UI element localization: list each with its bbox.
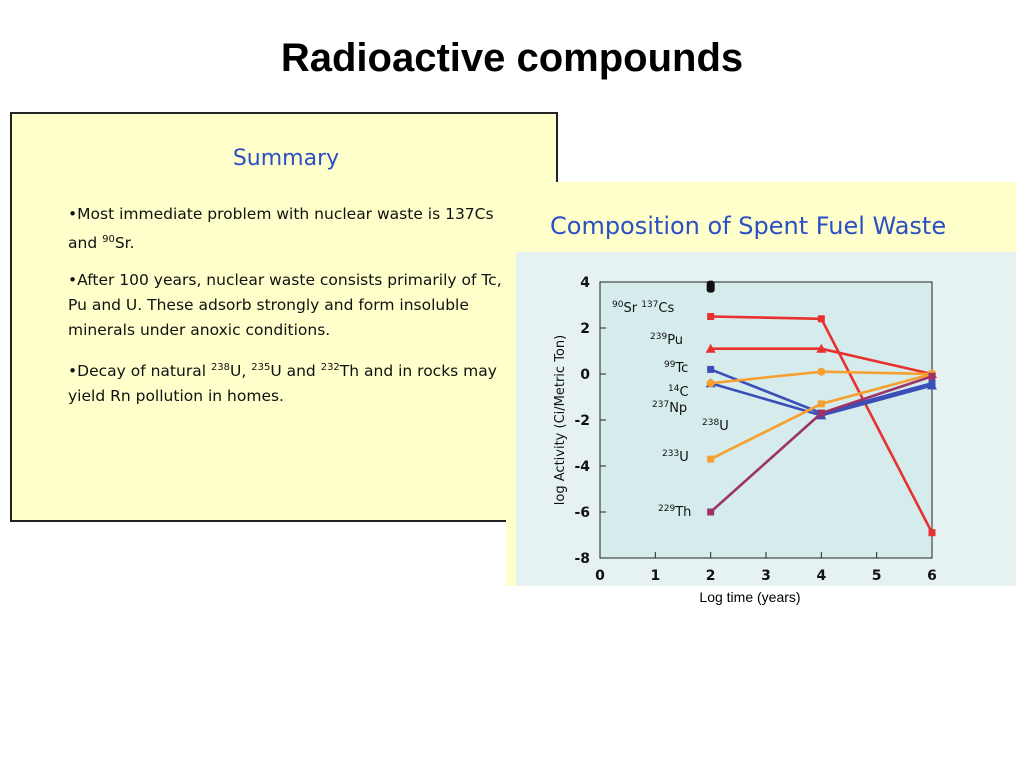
- summary-box: Summary •Most immediate problem with nuc…: [10, 112, 558, 522]
- y-tick-label: -4: [574, 459, 590, 475]
- slide-title: Radioactive compounds: [280, 36, 744, 80]
- series-label-c: 14C: [668, 384, 689, 400]
- x-tick-label: 6: [927, 568, 937, 584]
- series-label-u238: 238U: [702, 418, 729, 434]
- plot-area: [599, 281, 933, 559]
- data-point: [707, 455, 715, 463]
- data-point: [705, 343, 716, 353]
- y-tick-label: -2: [574, 413, 590, 429]
- x-tick-label: 1: [650, 568, 660, 584]
- data-point: [706, 379, 715, 388]
- series-label-u233: 233U: [662, 449, 689, 465]
- y-tick-label: -6: [574, 505, 590, 521]
- series-label-th: 229Th: [658, 504, 691, 520]
- data-point: [927, 380, 937, 390]
- data-point: [707, 365, 715, 373]
- x-tick-label: 0: [595, 568, 605, 584]
- data-point: [707, 508, 715, 516]
- summary-title: Summary: [232, 146, 340, 171]
- y-tick-label: -8: [574, 551, 590, 567]
- summary-bullet: •Most immediate problem with nuclear was…: [68, 205, 494, 253]
- summary-bullets: •Most immediate problem with nuclear was…: [68, 202, 508, 421]
- x-tick-label: 3: [761, 568, 771, 584]
- data-point: [817, 315, 825, 323]
- y-tick-label: 0: [580, 367, 590, 383]
- data-point: [928, 372, 936, 380]
- series-label-np: 237Np: [652, 400, 687, 416]
- x-tick-label: 2: [706, 568, 716, 584]
- data-point: [706, 280, 715, 293]
- series-239Pu: [707, 313, 936, 537]
- data-point: [928, 529, 936, 537]
- data-point: [817, 409, 825, 417]
- x-tick-label: 5: [872, 568, 882, 584]
- data-point: [817, 367, 826, 376]
- y-tick-label: 4: [580, 275, 590, 291]
- series-label-sr-cs: 90Sr 137Cs: [612, 300, 674, 316]
- data-point: [816, 343, 827, 353]
- series-229Th: [707, 372, 936, 516]
- y-tick-label: 2: [580, 321, 590, 337]
- summary-bullet: •After 100 years, nuclear waste consists…: [68, 271, 502, 340]
- summary-bullet: •Decay of natural 238U, 235U and 232Th a…: [68, 362, 497, 406]
- y-axis-label: log Activity (Ci/Metric Ton): [553, 335, 568, 505]
- chart-panel: Composition of Spent Fuel Waste 4 2 0 -2 -4 -…: [506, 182, 1016, 586]
- chart-title: Composition of Spent Fuel Waste: [550, 212, 947, 240]
- series-label-tc: 99Tc: [664, 360, 688, 376]
- data-point: [707, 313, 715, 320]
- marker-90Sr 137Cs: [706, 280, 715, 293]
- data-point: [817, 400, 825, 408]
- spent-fuel-chart: 4 2 0 -2 -4 -6 -8 0 1 2 3 4 5 6 log Activity (Ci/Metri…: [506, 252, 1016, 586]
- x-tick-label: 4: [816, 568, 826, 584]
- x-axis-label: Log time (years): [699, 589, 801, 605]
- series-label-pu: 239Pu: [650, 332, 683, 348]
